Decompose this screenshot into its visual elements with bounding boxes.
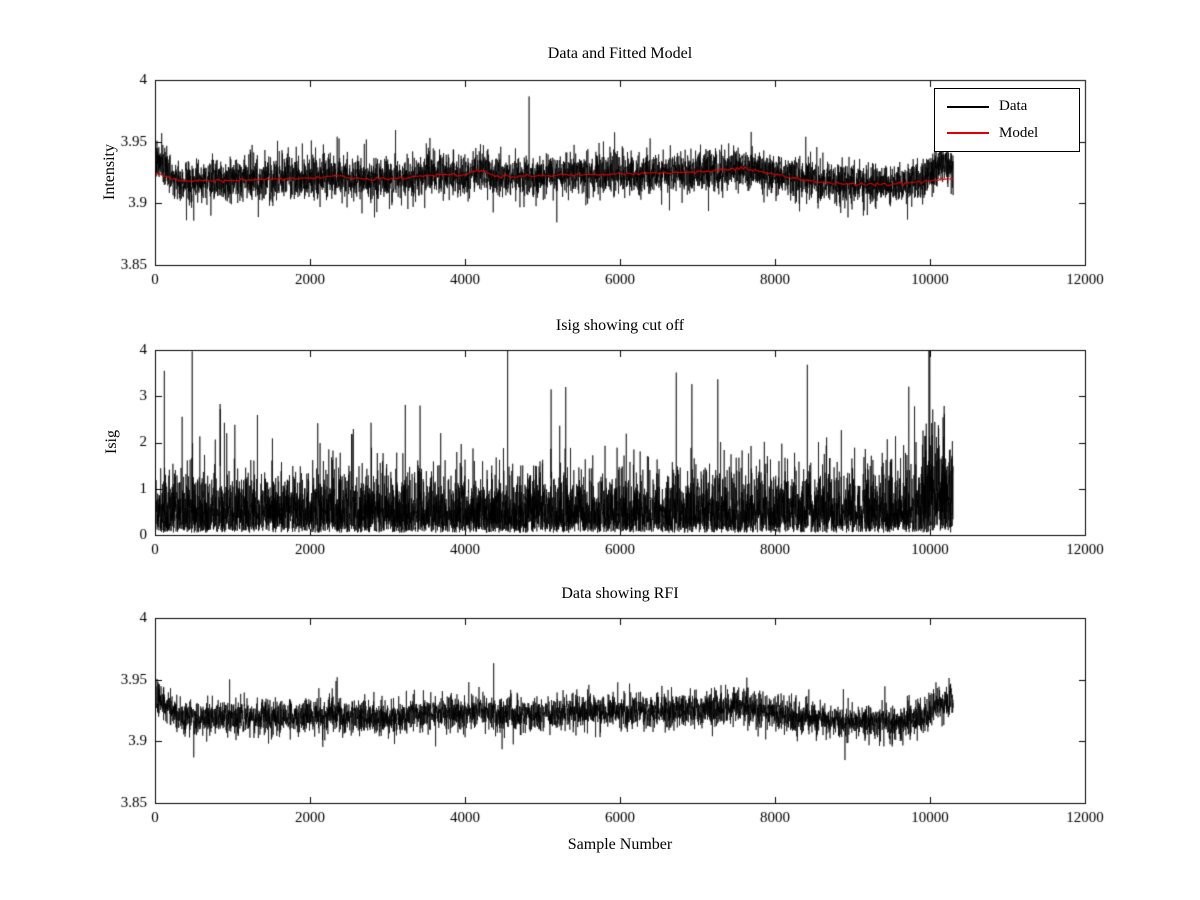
legend-line-data <box>947 105 989 108</box>
legend-entry-data: Data <box>935 98 1079 115</box>
legend-box: Data Model <box>934 88 1080 152</box>
y-axis-label-isig: Isig <box>103 430 120 454</box>
x-axis-label-sample-number: Sample Number <box>567 836 673 853</box>
legend-entry-model: Model <box>935 125 1079 142</box>
y-axis-label-intensity: Intensity <box>101 144 118 200</box>
chart-title-isig-cut-off: Isig showing cut off <box>555 317 685 334</box>
chart-title-data-showing-rfi: Data showing RFI <box>561 585 679 602</box>
legend-label-data: Data <box>999 98 1028 115</box>
legend-line-model <box>947 132 989 135</box>
legend-label-model: Model <box>999 124 1039 141</box>
chart-title-data-and-fitted-model: Data and Fitted Model <box>547 45 693 62</box>
